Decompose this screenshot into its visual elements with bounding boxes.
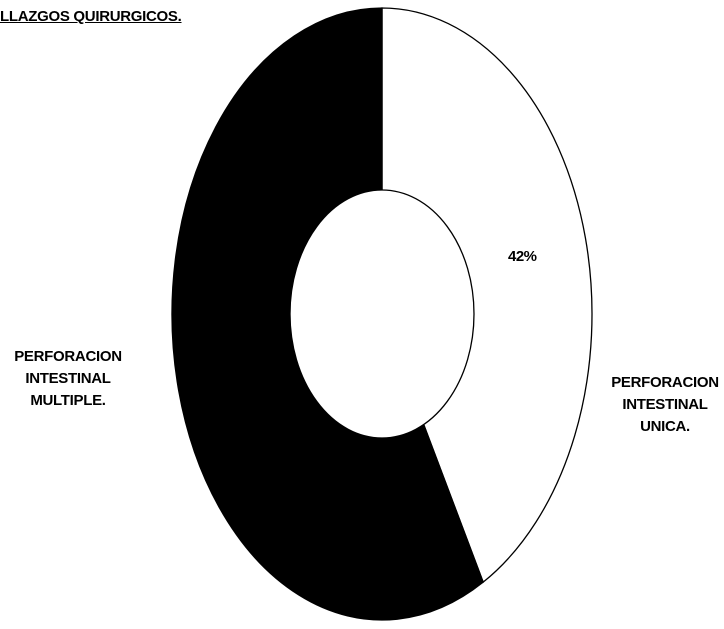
slice-data-label-unica: 42% [508, 248, 537, 265]
slice-label-multiple-line-1: PERFORACION [14, 348, 122, 365]
slice-label-multiple-line-2: INTESTINAL [25, 370, 111, 387]
slice-label-unica-line-2: INTESTINAL [622, 396, 708, 413]
donut-hole [289, 189, 475, 439]
slice-label-multiple: PERFORACION INTESTINAL MULTIPLE. [0, 346, 136, 412]
slice-0 [381, 7, 593, 584]
slice-label-multiple-line-3: MULTIPLE. [30, 392, 106, 409]
chart-title: LLAZGOS QUIRURGICOS. [0, 8, 182, 25]
slice-label-unica-line-1: PERFORACION [611, 374, 719, 391]
slice-label-unica-line-3: UNICA. [640, 418, 690, 435]
slice-label-unica: PERFORACION INTESTINAL UNICA. [603, 372, 724, 438]
